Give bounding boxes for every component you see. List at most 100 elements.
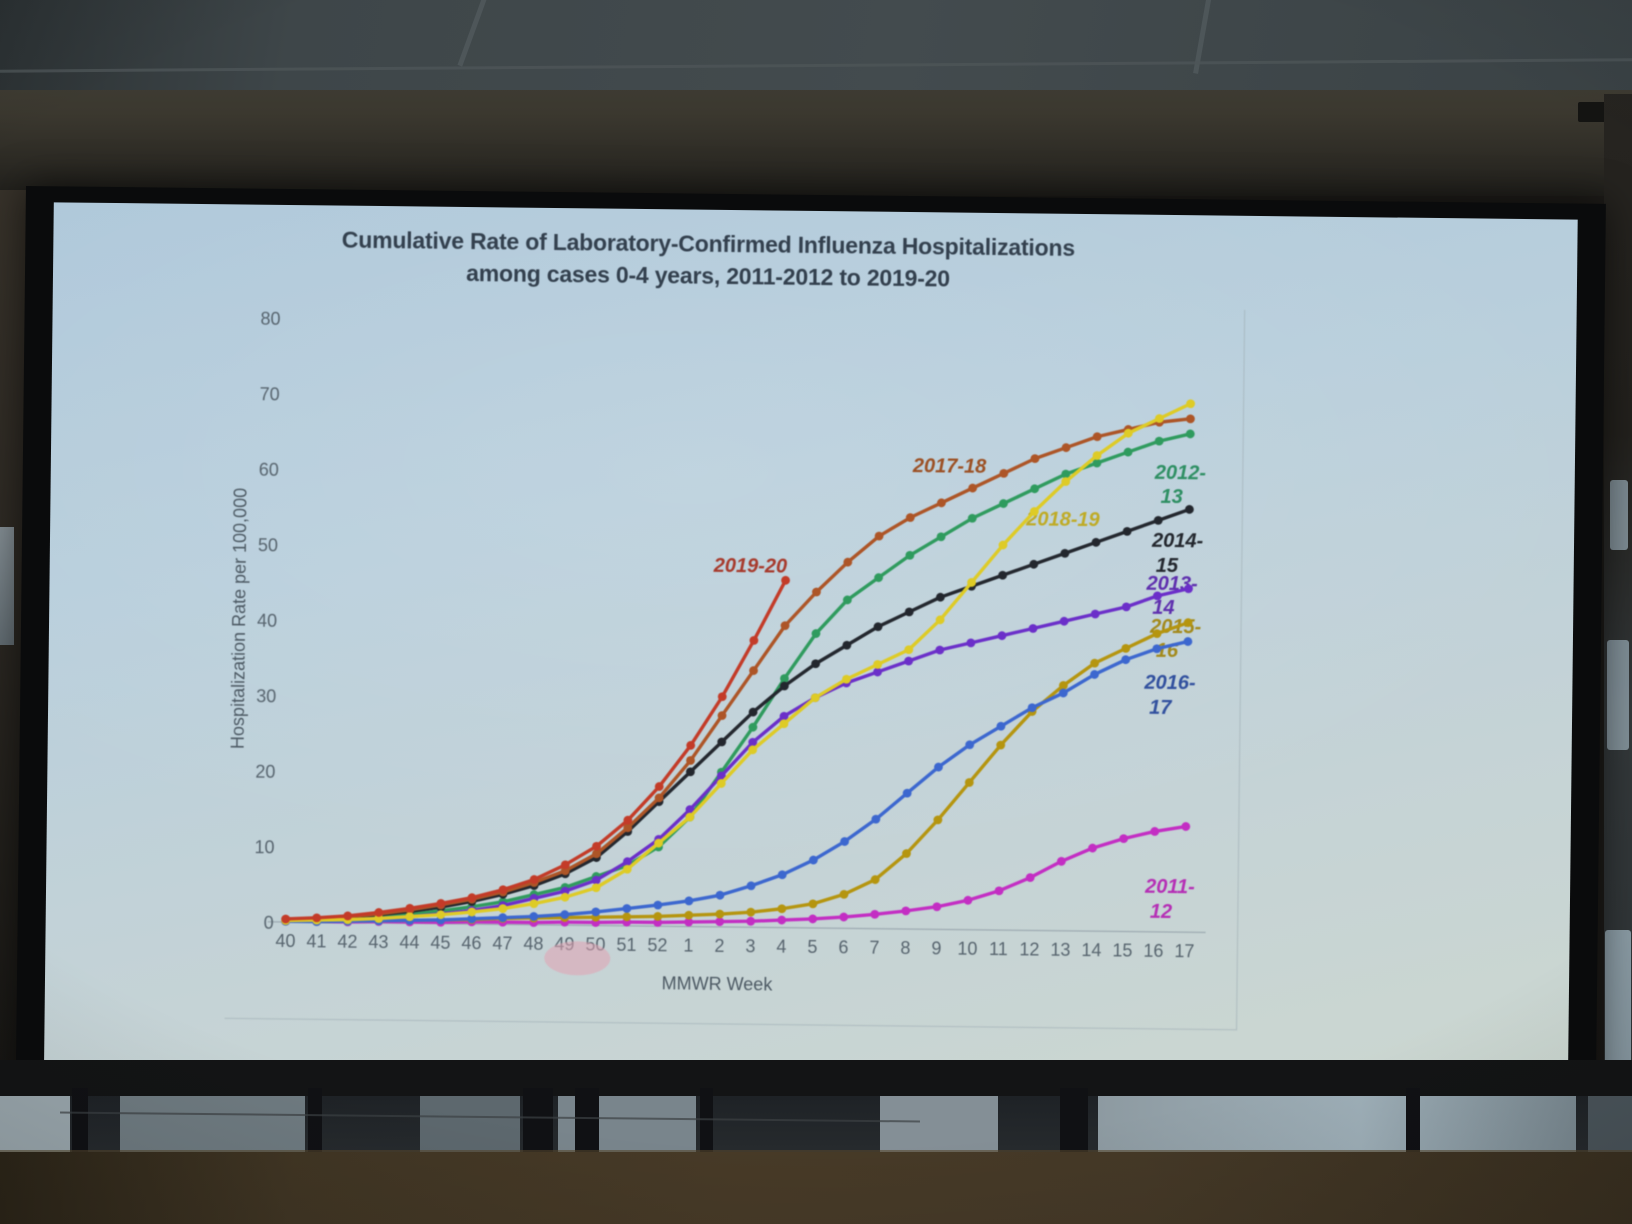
- series-2018-19: [281, 399, 1196, 925]
- x-tick-label: 9: [931, 938, 941, 958]
- data-point: [870, 875, 880, 885]
- data-point: [1092, 432, 1102, 442]
- x-tick-label: 52: [647, 935, 667, 955]
- data-point: [870, 909, 880, 919]
- series-label-14: 14: [1152, 597, 1174, 619]
- data-point: [684, 917, 694, 927]
- window-mullion: [72, 1088, 88, 1164]
- x-axis-title: MMWR Week: [662, 973, 774, 994]
- x-tick-label: 15: [1112, 940, 1132, 960]
- data-point: [623, 815, 633, 825]
- x-tick-label: 10: [957, 939, 977, 959]
- data-point: [1060, 548, 1070, 558]
- x-tick-label: 43: [368, 932, 388, 952]
- data-point: [843, 557, 853, 567]
- wall-sill: [0, 1152, 1632, 1224]
- pink-smudge-mark: [544, 941, 611, 976]
- data-point: [592, 849, 601, 859]
- data-point: [779, 711, 789, 721]
- window-mullion: [1406, 1088, 1420, 1164]
- data-point: [592, 841, 601, 851]
- data-point: [654, 793, 664, 803]
- data-point: [871, 814, 881, 824]
- data-point: [748, 745, 758, 755]
- data-point: [623, 823, 633, 833]
- data-point: [686, 740, 696, 750]
- data-point: [467, 893, 477, 903]
- data-point: [935, 592, 945, 602]
- data-point: [873, 660, 883, 669]
- data-point: [997, 631, 1007, 641]
- data-point: [999, 468, 1009, 478]
- series-2013-14: [281, 584, 1193, 925]
- data-point: [1186, 414, 1195, 424]
- data-point: [777, 870, 787, 880]
- data-point: [1059, 616, 1069, 626]
- data-point: [1027, 703, 1037, 713]
- data-point: [999, 499, 1008, 508]
- data-point: [1059, 681, 1068, 690]
- data-point: [808, 899, 818, 909]
- chart-frame: [224, 309, 1246, 1031]
- data-point: [936, 532, 946, 542]
- data-point: [1185, 505, 1194, 514]
- data-point: [717, 737, 727, 747]
- data-point: [748, 737, 758, 747]
- data-point: [405, 903, 415, 913]
- projected-slide: Cumulative Rate of Laboratory-Confirmed …: [43, 202, 1578, 1088]
- x-tick-label: 12: [1019, 939, 1039, 959]
- data-point: [1123, 447, 1133, 457]
- data-point: [1091, 537, 1101, 547]
- series-label-2012: 2012-: [1154, 462, 1207, 485]
- data-point: [560, 892, 570, 902]
- y-tick-label: 70: [260, 384, 280, 404]
- data-point: [1153, 515, 1163, 525]
- series-2015-16: [281, 618, 1193, 926]
- y-tick-label: 80: [260, 309, 280, 329]
- window-mullion: [700, 1088, 713, 1164]
- data-point: [749, 666, 758, 675]
- data-point: [498, 904, 508, 914]
- x-tick-label: 8: [900, 938, 910, 958]
- data-point: [1153, 591, 1162, 601]
- x-tick-label: 2: [714, 936, 724, 956]
- data-point: [654, 782, 664, 791]
- data-point: [685, 767, 695, 777]
- data-point: [840, 837, 850, 846]
- data-point: [436, 910, 446, 920]
- data-point: [560, 860, 570, 870]
- data-point: [529, 899, 539, 909]
- window-band: [0, 1088, 1632, 1218]
- data-point: [591, 875, 601, 885]
- y-tick-label: 10: [254, 837, 274, 857]
- data-point: [1025, 873, 1035, 882]
- y-tick-label: 50: [258, 535, 278, 555]
- data-point: [374, 908, 384, 917]
- data-point: [937, 498, 946, 508]
- ceiling-tile-seam: [457, 0, 488, 67]
- series-label-2016: 2016-: [1143, 672, 1196, 695]
- x-tick-label: 42: [337, 932, 357, 952]
- data-point: [1155, 414, 1164, 423]
- data-point: [998, 570, 1008, 580]
- data-point: [748, 722, 758, 732]
- data-point: [1121, 643, 1131, 653]
- data-point: [715, 917, 725, 927]
- data-point: [808, 914, 818, 924]
- data-point: [839, 912, 849, 922]
- data-point: [686, 756, 695, 765]
- data-point: [1152, 644, 1162, 654]
- series-label-201920: 2019-20: [713, 555, 788, 578]
- data-point: [934, 762, 943, 772]
- data-point: [1185, 429, 1195, 439]
- series-label-201819: 2018-19: [1025, 508, 1101, 531]
- data-point: [1121, 602, 1131, 612]
- x-tick-label: 48: [523, 934, 543, 954]
- x-tick-label: 14: [1081, 940, 1101, 960]
- data-point: [1058, 688, 1068, 698]
- x-tick-label: 17: [1174, 941, 1194, 961]
- data-point: [842, 674, 851, 684]
- data-point: [777, 904, 787, 914]
- data-point: [1057, 856, 1066, 866]
- data-point: [965, 740, 975, 750]
